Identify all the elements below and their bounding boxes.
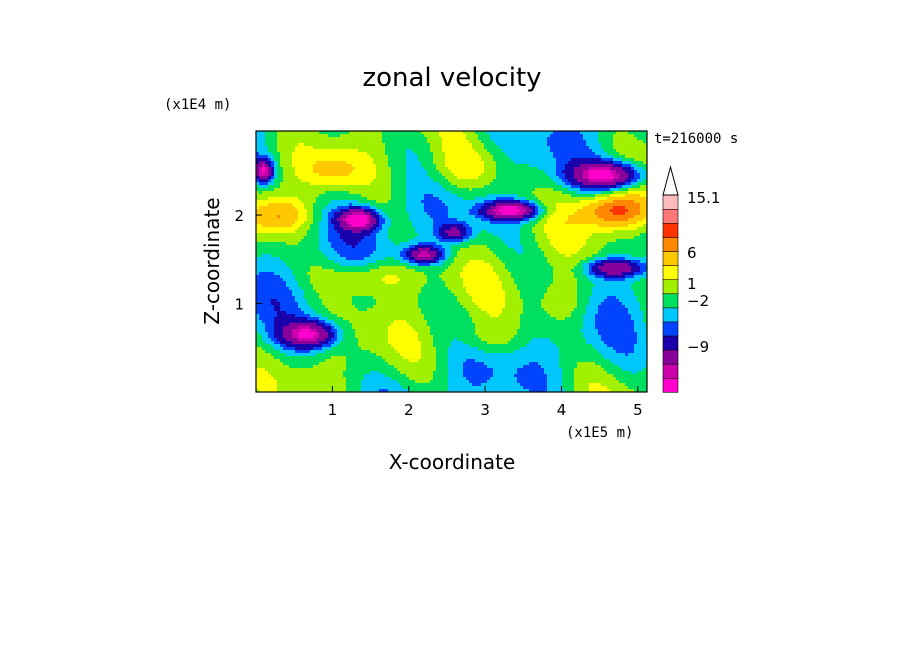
colorbar-label: 6: [687, 244, 697, 262]
colorbar-swatch: [662, 222, 679, 238]
colorbar-swatch: [662, 236, 679, 252]
y-axis-label: Z-coordinate: [200, 197, 224, 324]
colorbar-swatch: [662, 250, 679, 266]
chart-title: zonal velocity: [362, 63, 541, 93]
colorbar-label: 15.1: [687, 189, 720, 207]
colorbar-swatch: [662, 307, 679, 323]
plot-frame: [255, 130, 648, 393]
colorbar-swatch: [662, 349, 679, 365]
x-tick-label: 5: [633, 401, 643, 419]
x-tick-label: 1: [328, 401, 338, 419]
x-tick-label: 3: [480, 401, 490, 419]
y-axis-ticks: 12: [234, 207, 262, 314]
x-tick-label: 4: [557, 401, 567, 419]
colorbar-swatch: [662, 377, 679, 393]
colorbar-swatch: [662, 194, 679, 210]
colorbar-swatch: [662, 293, 679, 309]
colorbar-label: 1: [687, 275, 697, 293]
colorbar-swatch: [662, 321, 679, 337]
x-multiplier-label: (x1E5 m): [566, 425, 633, 441]
colorbar-swatch: [662, 363, 679, 379]
colorbar-label: −9: [687, 338, 709, 356]
x-axis-ticks: 1 2 3 4 5: [328, 386, 643, 419]
colorbar-swatch: [662, 335, 679, 351]
colorbar-swatch: [662, 279, 679, 295]
contour-field: [256, 131, 647, 392]
x-tick-label: 2: [404, 401, 414, 419]
colorbar-label: −2: [687, 292, 709, 310]
time-label: t=216000 s: [654, 131, 738, 147]
colorbar: 15.1 6 1−2 −9: [662, 165, 720, 393]
colorbar-extend-arrow: [662, 165, 679, 196]
y-tick-label: 2: [234, 207, 244, 225]
y-tick-label: 1: [234, 296, 244, 314]
colorbar-swatch: [662, 265, 679, 281]
colorbar-swatch: [662, 208, 679, 224]
x-axis-label: X-coordinate: [389, 450, 516, 474]
y-multiplier-label: (x1E4 m): [164, 97, 231, 113]
